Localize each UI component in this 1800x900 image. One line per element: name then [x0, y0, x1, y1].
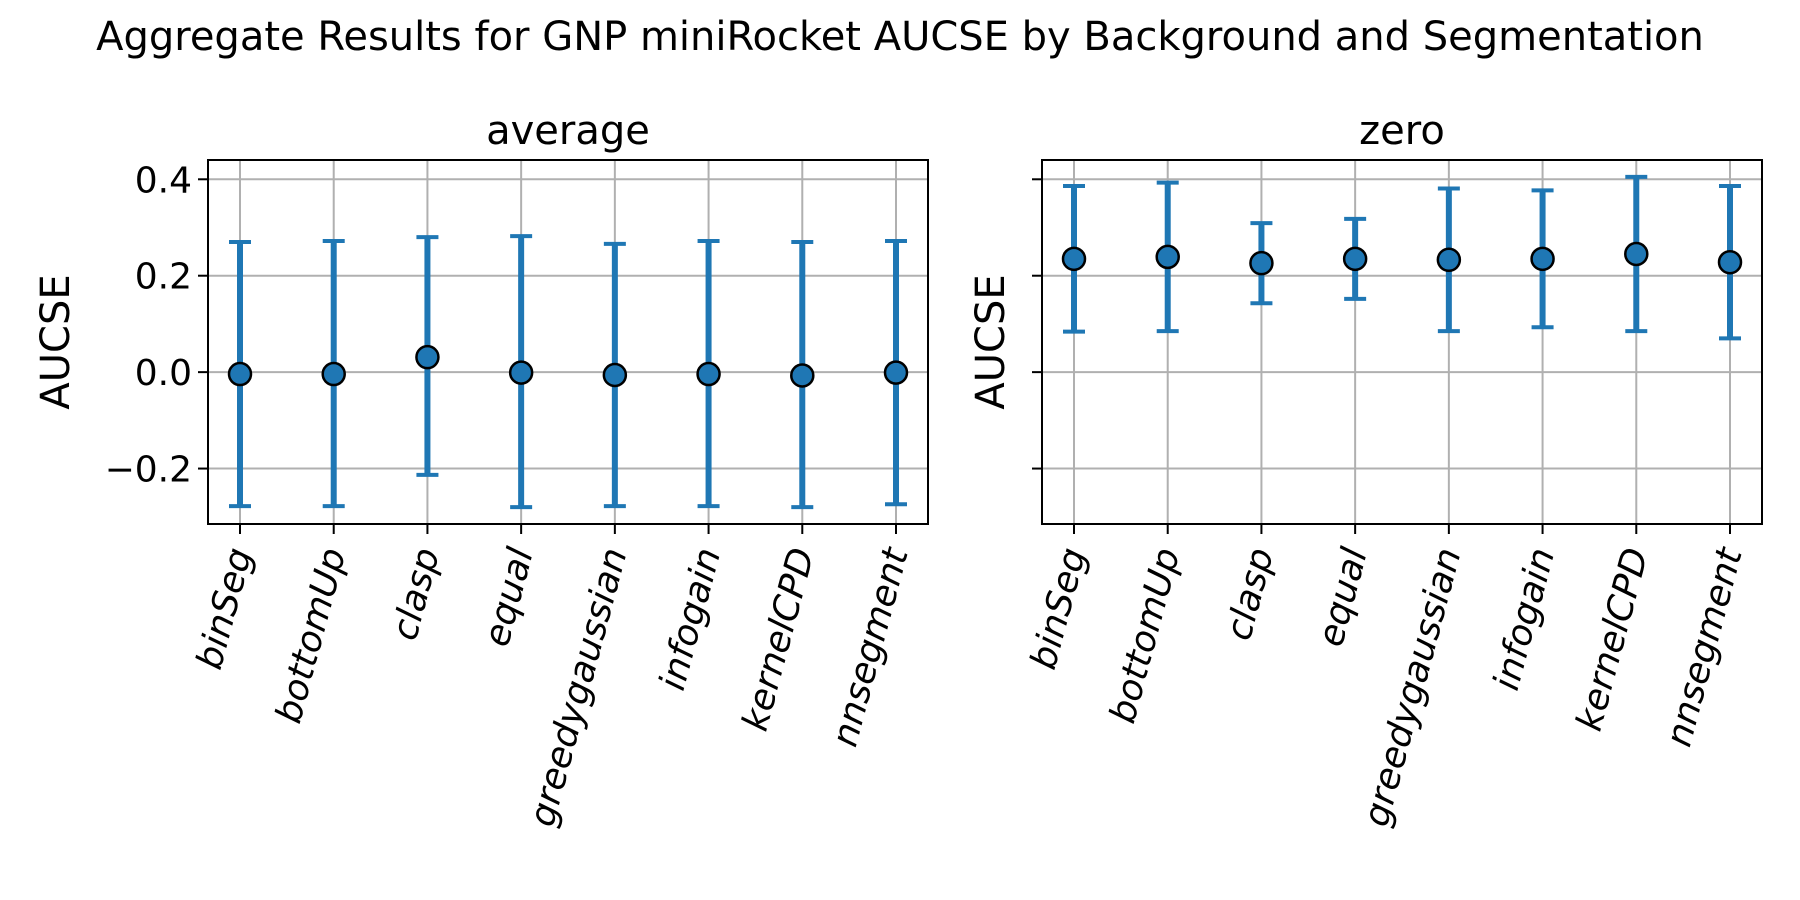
data-point — [1436, 247, 1462, 273]
x-tick-label: binSeg — [1023, 544, 1095, 674]
y-axis-label: AUCSE — [33, 274, 79, 409]
panel-average: average −0.2 0.0 0.2 0.4 binSeg bottomUp clasp e… — [33, 108, 929, 831]
data-point — [790, 363, 815, 388]
x-tick-label: binSeg — [189, 544, 261, 674]
y-tick-label: 0.4 — [135, 160, 192, 201]
x-tick-label: infogain — [652, 544, 729, 695]
x-tick-label: bottomUp — [1102, 544, 1188, 728]
data-point — [1061, 246, 1087, 272]
data-point — [602, 362, 628, 388]
x-tick-label: clasp — [1218, 544, 1282, 645]
data-point — [321, 361, 346, 387]
y-tick-label: 0.2 — [135, 257, 192, 298]
panel-title: zero — [1359, 108, 1445, 154]
x-tick-label: nnsegment — [824, 542, 917, 751]
x-tick-label: greedygaussian — [1356, 544, 1470, 831]
data-point — [696, 361, 721, 387]
x-tick-label: kernelCPD — [735, 544, 823, 736]
x-tick-label: infogain — [1486, 544, 1563, 695]
data-point — [508, 360, 534, 385]
data-point — [1342, 246, 1368, 272]
data-point — [1530, 246, 1555, 272]
data-point — [1717, 249, 1743, 275]
y-axis-label: AUCSE — [968, 274, 1014, 409]
data-point — [415, 344, 440, 370]
axes-frame — [1041, 159, 1763, 525]
data-point — [1249, 250, 1274, 276]
y-tick-label: 0.0 — [135, 353, 192, 394]
x-tick-label: nnsegment — [1658, 542, 1751, 751]
panel-title: average — [486, 108, 650, 154]
data-point — [1624, 241, 1649, 267]
x-tick-label: kernelCPD — [1569, 544, 1657, 736]
x-tick-label: greedygaussian — [522, 544, 636, 831]
data-point — [883, 360, 909, 385]
x-tick-label: bottomUp — [268, 544, 354, 728]
x-tick-label: equal — [1310, 544, 1375, 651]
data-point — [1155, 244, 1180, 270]
x-tick-label: equal — [476, 544, 541, 651]
y-tick-label: −0.2 — [105, 450, 192, 491]
chart-title: Aggregate Results for GNP miniRocket AUC… — [96, 14, 1704, 60]
axes-frame — [207, 159, 929, 525]
x-tick-label: clasp — [384, 544, 448, 645]
data-point — [227, 361, 253, 387]
panel-zero: zero binSeg bottomUp clasp equalgreedygaussi… — [968, 108, 1763, 831]
